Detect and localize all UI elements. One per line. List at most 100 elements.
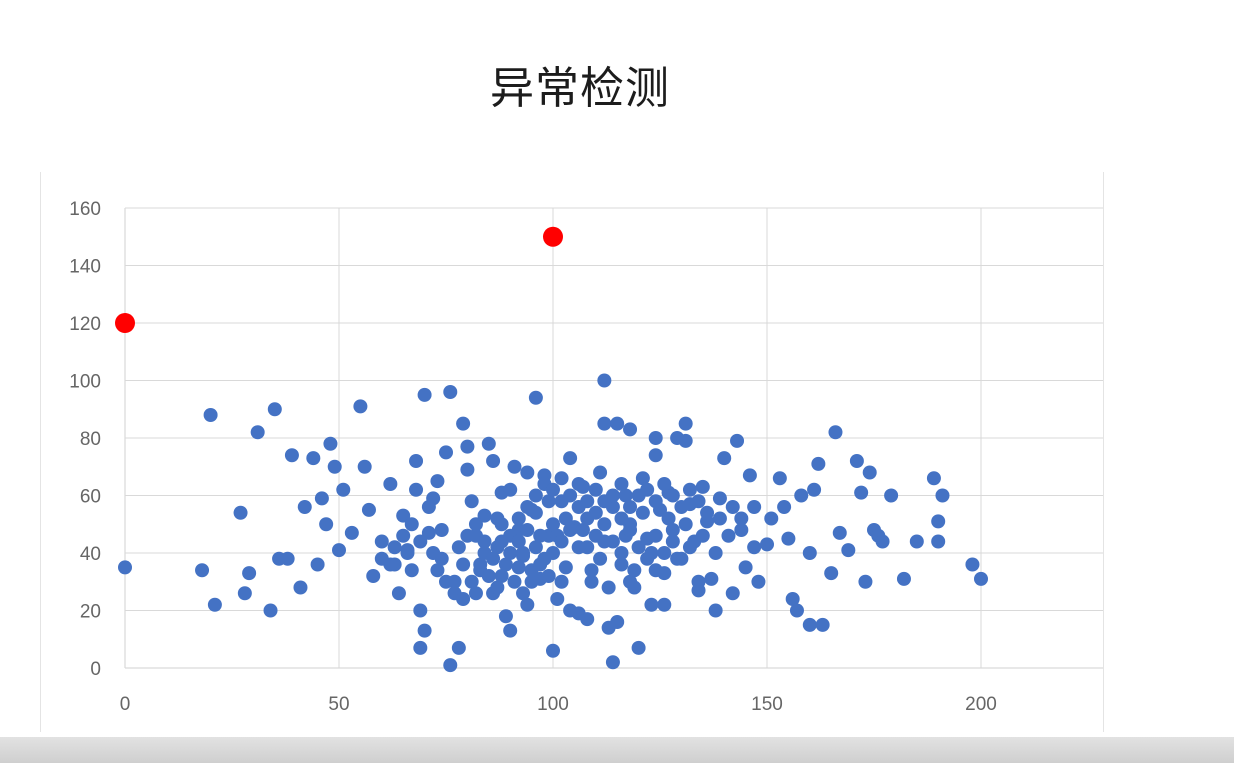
data-point xyxy=(691,494,706,509)
data-point xyxy=(468,586,483,601)
data-point xyxy=(563,523,578,537)
data-point xyxy=(841,543,856,558)
data-point xyxy=(439,445,453,460)
data-point xyxy=(516,586,531,601)
data-point xyxy=(648,494,663,509)
data-point xyxy=(391,586,406,601)
data-point xyxy=(708,546,723,560)
tick-labels: 020406080100120140160050100150200250 xyxy=(69,199,997,715)
data-point xyxy=(747,500,762,514)
data-point xyxy=(550,592,565,606)
data-point xyxy=(781,531,796,546)
data-point xyxy=(374,534,389,549)
data-point xyxy=(777,500,792,514)
data-point xyxy=(511,560,526,575)
data-point xyxy=(657,546,672,560)
data-point xyxy=(353,399,368,414)
data-point xyxy=(815,617,830,632)
data-point xyxy=(657,477,672,491)
data-point xyxy=(310,557,325,572)
data-point xyxy=(648,448,663,463)
data-point xyxy=(580,494,595,509)
data-point xyxy=(704,571,719,586)
data-point xyxy=(884,488,899,503)
data-point xyxy=(695,479,710,494)
data-point xyxy=(503,623,518,638)
data-point xyxy=(896,571,911,586)
data-point xyxy=(267,402,282,417)
data-point xyxy=(665,523,680,537)
data-point xyxy=(785,592,800,606)
data-point xyxy=(409,482,424,497)
y-tick-label: 80 xyxy=(80,429,101,450)
data-point xyxy=(670,551,685,566)
data-point xyxy=(631,540,646,555)
data-point xyxy=(601,580,616,595)
data-point xyxy=(546,643,560,658)
y-tick-label: 160 xyxy=(69,199,101,220)
data-point xyxy=(396,528,411,543)
data-point xyxy=(635,471,650,486)
chart-area: 020406080100120140160050100150200250 xyxy=(40,172,1104,732)
data-point xyxy=(682,540,697,555)
data-point xyxy=(554,574,569,589)
data-point xyxy=(610,416,625,431)
y-tick-label: 100 xyxy=(69,372,101,393)
axes xyxy=(124,208,1103,669)
data-point xyxy=(854,485,869,500)
data-point xyxy=(712,511,727,526)
data-point xyxy=(580,612,595,627)
data-point xyxy=(528,488,543,503)
data-point xyxy=(546,517,560,532)
data-point xyxy=(383,477,398,491)
data-point xyxy=(413,603,428,618)
data-point xyxy=(327,459,342,474)
data-point xyxy=(580,511,595,526)
data-point xyxy=(520,465,535,480)
data-point xyxy=(456,557,471,572)
data-point xyxy=(336,482,351,497)
data-point xyxy=(674,500,689,514)
data-point xyxy=(498,557,513,572)
data-point xyxy=(665,534,680,549)
data-point xyxy=(558,511,573,526)
data-point xyxy=(717,451,732,466)
data-point xyxy=(571,477,586,491)
y-tick-label: 20 xyxy=(80,602,101,623)
data-point xyxy=(520,597,535,612)
data-point xyxy=(554,534,569,549)
data-point xyxy=(203,408,218,422)
data-point xyxy=(614,557,629,572)
data-point xyxy=(486,551,501,566)
data-point xyxy=(764,511,779,526)
data-point xyxy=(507,459,522,474)
bottom-bar xyxy=(0,737,1234,763)
data-point xyxy=(627,563,642,578)
data-point xyxy=(661,511,676,526)
data-point xyxy=(807,482,822,497)
data-point xyxy=(464,494,479,509)
data-point xyxy=(648,528,663,543)
data-point xyxy=(413,534,428,549)
data-point xyxy=(486,454,501,468)
data-point xyxy=(931,514,946,529)
data-point xyxy=(858,574,873,589)
data-point xyxy=(597,416,612,431)
data-point xyxy=(242,566,257,581)
data-point xyxy=(413,640,428,655)
x-tick-label: 100 xyxy=(537,694,569,715)
data-point xyxy=(875,534,890,549)
data-point xyxy=(511,511,526,526)
data-point xyxy=(507,574,522,589)
data-point xyxy=(571,540,586,555)
data-point xyxy=(361,502,376,517)
data-point xyxy=(678,416,693,431)
data-point xyxy=(451,540,466,555)
data-point xyxy=(862,465,877,480)
data-point xyxy=(734,523,749,537)
data-point xyxy=(614,511,629,526)
data-point xyxy=(909,534,924,549)
data-point xyxy=(725,500,740,514)
data-point xyxy=(832,525,847,540)
data-point xyxy=(490,580,505,595)
